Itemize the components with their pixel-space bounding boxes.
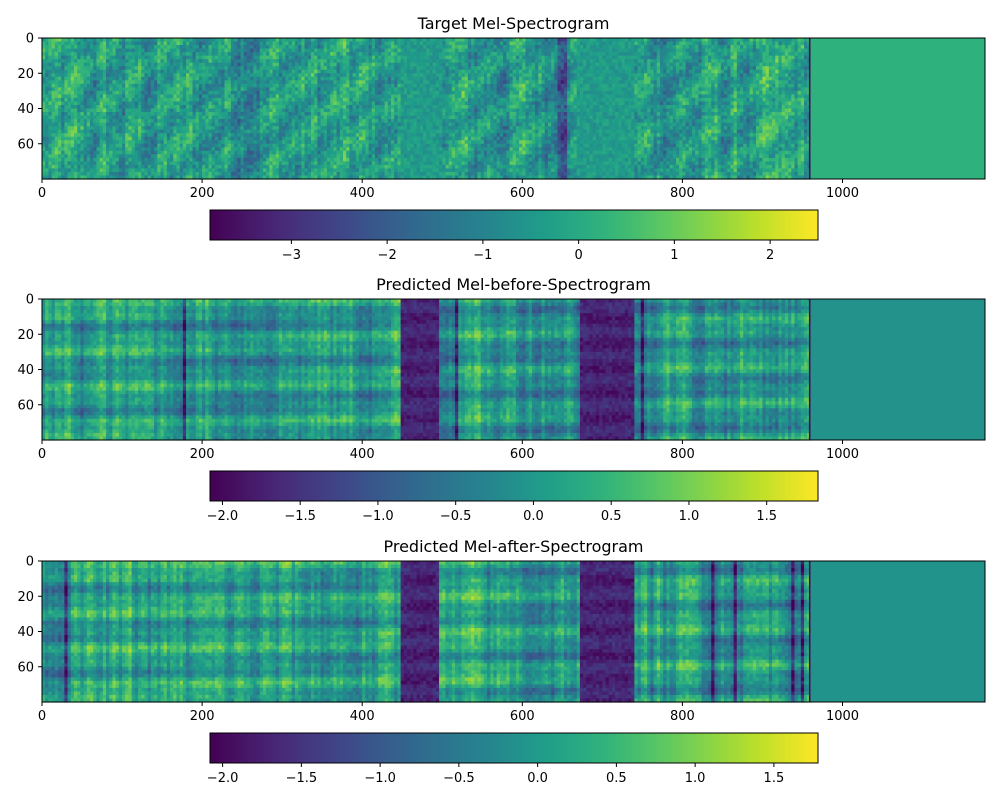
colorbar-tick-label: −2.0: [207, 509, 239, 524]
colorbar: −3 −2 −1 0 1 2: [210, 210, 818, 263]
y-tick-label: 20: [17, 328, 34, 343]
colorbar-tick-label: 1.5: [764, 771, 785, 786]
colorbar-tick-label: 0: [574, 248, 582, 263]
colorbar-tick-label: 0.0: [527, 771, 548, 786]
colorbar: −2.0 −1.5 −1.0 −0.5 0.0 0.5 1.0 1.5: [207, 471, 818, 524]
colorbar-tick-label: −2: [378, 248, 397, 263]
y-tick-label: 0: [26, 555, 34, 570]
colorbar-tick-label: −1.5: [286, 771, 318, 786]
x-tick-label: 1000: [826, 709, 859, 724]
colorbar-tick-label: −0.5: [443, 771, 475, 786]
x-tick-label: 600: [510, 186, 535, 201]
y-tick-label: 60: [17, 137, 34, 152]
heatmap: [42, 561, 985, 703]
colorbar-tick-label: −1.0: [364, 771, 396, 786]
y-tick-label: 60: [17, 660, 34, 675]
x-tick-label: 1000: [826, 447, 859, 462]
x-tick-label: 200: [190, 186, 215, 201]
x-tick-label: 200: [190, 709, 215, 724]
colorbar-tick-label: 1: [670, 248, 678, 263]
x-tick-label: 600: [510, 709, 535, 724]
signal-end-marker: [809, 38, 811, 179]
colorbar-gradient: [210, 471, 818, 501]
chart-title: Predicted Mel-before-Spectrogram: [376, 275, 651, 294]
colorbar-tick-label: −1.5: [284, 509, 316, 524]
colorbar-gradient: [210, 733, 818, 763]
colorbar-tick-label: 0.5: [601, 509, 622, 524]
y-tick-label: 20: [17, 67, 34, 82]
x-tick-label: 0: [38, 447, 46, 462]
heatmap: [42, 299, 985, 441]
y-tick-label: 0: [26, 32, 34, 47]
y-tick-label: 40: [17, 363, 34, 378]
heatmap: [42, 38, 985, 180]
colorbar-tick-label: −3: [282, 248, 301, 263]
x-tick-label: 600: [510, 447, 535, 462]
colorbar-gradient: [210, 210, 818, 240]
signal-end-marker: [809, 561, 811, 702]
padding-region: [810, 561, 985, 702]
colorbar: −2.0 −1.5 −1.0 −0.5 0.0 0.5 1.0 1.5: [207, 733, 818, 786]
colorbar-tick-label: 0.5: [606, 771, 627, 786]
y-tick-label: 0: [26, 293, 34, 308]
y-tick-label: 40: [17, 625, 34, 640]
signal-end-marker: [809, 299, 811, 440]
x-tick-label: 0: [38, 186, 46, 201]
y-tick-label: 40: [17, 102, 34, 117]
colorbar-tick-label: 2: [766, 248, 774, 263]
padding-region: [810, 38, 985, 179]
x-tick-label: 200: [190, 447, 215, 462]
colorbar-tick-label: 1.0: [679, 509, 700, 524]
x-tick-label: 400: [350, 709, 375, 724]
x-tick-label: 800: [670, 709, 695, 724]
padding-region: [810, 299, 985, 440]
x-tick-label: 400: [350, 186, 375, 201]
chart-title: Target Mel-Spectrogram: [417, 14, 610, 33]
colorbar-tick-label: −1.0: [362, 509, 394, 524]
colorbar-tick-label: 1.5: [756, 509, 777, 524]
x-tick-label: 400: [350, 447, 375, 462]
colorbar-tick-label: −0.5: [440, 509, 472, 524]
x-tick-label: 800: [670, 186, 695, 201]
y-tick-label: 60: [17, 398, 34, 413]
colorbar-tick-label: 1.0: [685, 771, 706, 786]
x-tick-label: 0: [38, 709, 46, 724]
colorbar-tick-label: −2.0: [207, 771, 239, 786]
y-tick-label: 20: [17, 590, 34, 605]
colorbar-tick-label: −1: [473, 248, 492, 263]
x-tick-label: 1000: [826, 186, 859, 201]
colorbar-tick-label: 0.0: [523, 509, 544, 524]
chart-title: Predicted Mel-after-Spectrogram: [383, 537, 643, 556]
figure: Target Mel-Spectrogram0 200 400 600 800 10000…: [0, 0, 1000, 800]
x-tick-label: 800: [670, 447, 695, 462]
